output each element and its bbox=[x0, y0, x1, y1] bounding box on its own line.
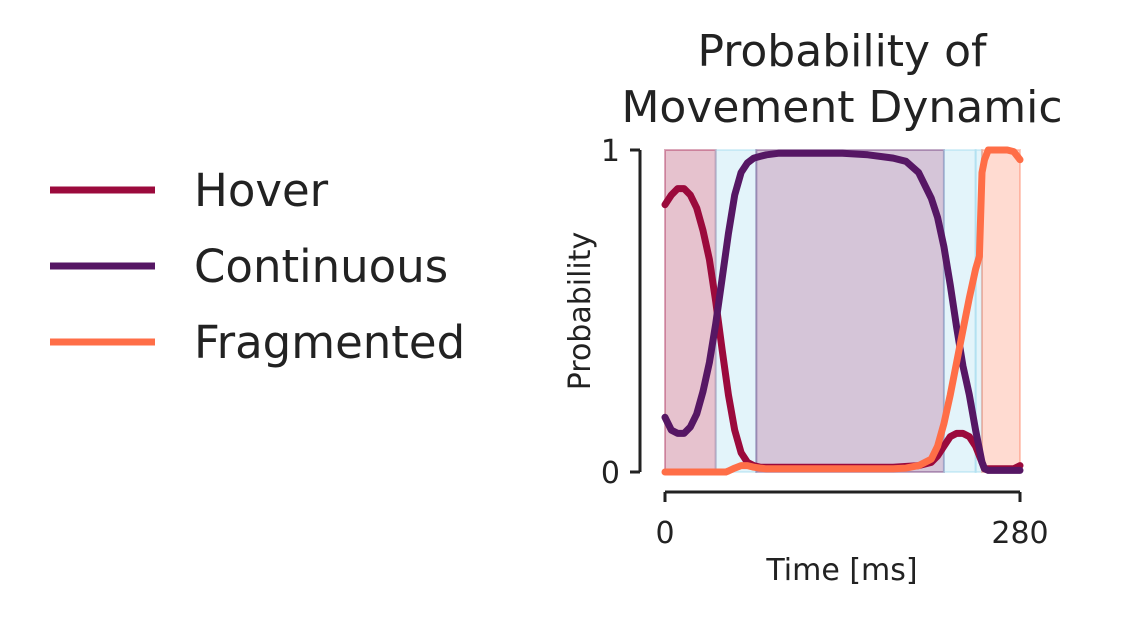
legend-item-fragmented: Fragmented bbox=[50, 316, 465, 369]
x-axis-label: Time [ms] bbox=[765, 553, 917, 588]
state-region-transition-4 bbox=[974, 149, 983, 473]
state-regions bbox=[664, 149, 1022, 473]
legend: Hover Continuous Fragmented bbox=[50, 164, 465, 369]
series-lines bbox=[661, 146, 1024, 476]
y-ticks: 01 bbox=[601, 134, 640, 491]
legend-label-fragmented: Fragmented bbox=[194, 316, 465, 369]
chart-title-line-2: Movement Dynamic bbox=[621, 82, 1062, 133]
series-line-continuous bbox=[661, 149, 1024, 474]
legend-label-continuous: Continuous bbox=[194, 240, 448, 293]
state-region-transition-3 bbox=[942, 149, 977, 473]
state-region-fragmented-5 bbox=[980, 149, 1022, 473]
y-axis-label: Probability bbox=[563, 232, 598, 391]
x-tick-label-0: 0 bbox=[655, 516, 674, 551]
state-region-hover-0 bbox=[664, 149, 717, 473]
legend-item-hover: Hover bbox=[50, 164, 329, 217]
state-region-continuous-2 bbox=[755, 149, 945, 473]
x-ticks: 0 280 bbox=[655, 492, 1049, 551]
series-line-fragmented bbox=[661, 146, 1024, 476]
legend-item-continuous: Continuous bbox=[50, 240, 448, 293]
y-tick-label-1: 1 bbox=[601, 134, 620, 169]
legend-label-hover: Hover bbox=[194, 164, 329, 217]
y-tick-label-0: 0 bbox=[601, 456, 620, 491]
chart-title-line-1: Probability of bbox=[698, 26, 988, 77]
x-tick-label-280: 280 bbox=[991, 516, 1048, 551]
